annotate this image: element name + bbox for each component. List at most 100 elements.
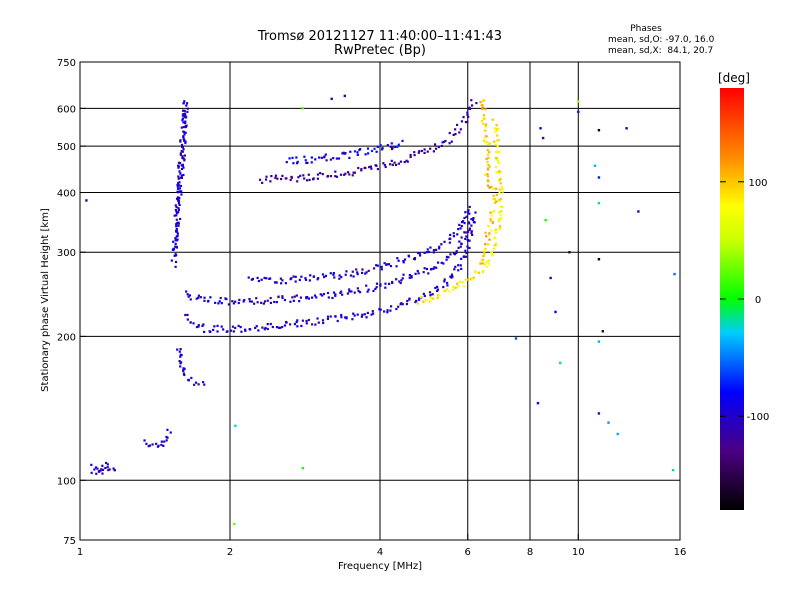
data-point — [499, 214, 502, 217]
data-point — [179, 217, 182, 221]
data-point — [379, 308, 382, 311]
data-point — [486, 168, 490, 171]
data-point — [237, 301, 240, 305]
data-point — [181, 163, 184, 166]
data-point — [171, 248, 175, 251]
data-point — [184, 141, 187, 145]
data-point — [468, 228, 471, 232]
data-point — [301, 319, 304, 322]
data-point — [343, 152, 346, 155]
data-point — [398, 280, 401, 283]
data-point — [457, 227, 460, 231]
data-point — [458, 223, 461, 226]
data-point — [494, 242, 498, 245]
data-point — [212, 328, 215, 332]
data-point — [175, 235, 178, 238]
data-point — [244, 329, 247, 332]
data-point — [495, 200, 498, 203]
data-point — [451, 275, 454, 278]
data-point — [255, 325, 258, 328]
data-point — [182, 125, 185, 129]
data-point — [175, 230, 178, 233]
data-point — [276, 177, 279, 180]
data-point — [492, 187, 495, 190]
data-point — [184, 125, 187, 129]
data-point — [353, 150, 357, 153]
data-point — [285, 321, 288, 324]
data-point — [446, 284, 449, 287]
data-point — [179, 172, 182, 175]
data-point — [429, 294, 432, 297]
data-point — [379, 143, 382, 147]
data-point — [438, 245, 441, 248]
data-point — [222, 328, 225, 331]
data-point — [384, 282, 387, 285]
data-point — [360, 169, 363, 172]
data-point — [209, 296, 212, 299]
colorbar-ticks: 100 0 -100 — [720, 178, 769, 423]
chart-title-line1: Tromsø 20121127 11:40:00–11:41:43 — [257, 29, 502, 44]
data-point — [262, 302, 265, 305]
data-point — [179, 347, 182, 351]
data-point — [176, 184, 179, 187]
data-point — [334, 293, 337, 296]
data-point — [306, 296, 309, 299]
data-point — [418, 150, 421, 153]
data-point — [100, 468, 103, 471]
data-point — [434, 286, 437, 290]
data-point — [389, 163, 392, 166]
data-point — [472, 221, 476, 224]
data-point — [182, 135, 185, 138]
data-point — [312, 177, 315, 180]
data-point — [151, 443, 154, 446]
data-point — [449, 253, 452, 256]
data-point — [367, 269, 370, 272]
data-point — [179, 140, 182, 143]
data-point — [498, 170, 501, 173]
data-point — [487, 259, 490, 262]
data-point — [183, 133, 186, 136]
data-point — [468, 227, 472, 230]
data-point — [402, 261, 405, 264]
data-point — [496, 127, 500, 130]
data-point — [201, 380, 205, 384]
data-point — [448, 131, 451, 135]
data-point — [367, 152, 370, 155]
data-point — [166, 436, 169, 439]
data-point — [501, 190, 504, 193]
data-point — [486, 184, 490, 187]
data-point — [242, 300, 245, 303]
data-point — [487, 233, 490, 237]
data-point — [493, 244, 496, 247]
data-point — [227, 303, 230, 306]
data-point — [637, 210, 640, 213]
data-point — [360, 315, 363, 318]
data-point — [373, 147, 376, 150]
data-point — [405, 302, 409, 306]
data-point — [183, 373, 186, 377]
data-point — [175, 227, 178, 231]
data-point — [331, 296, 334, 300]
data-point — [465, 251, 468, 255]
data-point — [673, 272, 676, 276]
data-point — [597, 128, 601, 132]
data-point — [316, 317, 319, 320]
data-point — [179, 176, 182, 180]
data-point — [339, 173, 343, 176]
data-point — [340, 290, 343, 293]
data-point — [258, 178, 262, 181]
data-point — [182, 114, 185, 117]
data-point — [391, 146, 394, 149]
data-point — [184, 120, 187, 123]
data-point — [453, 253, 457, 256]
data-point — [497, 139, 500, 142]
data-point — [577, 100, 580, 103]
data-point — [498, 191, 501, 194]
data-point — [487, 262, 491, 265]
data-point — [484, 141, 487, 144]
data-point — [381, 147, 384, 150]
data-point — [269, 296, 272, 300]
data-point — [299, 174, 302, 177]
data-point — [452, 133, 455, 136]
data-point — [178, 359, 181, 363]
